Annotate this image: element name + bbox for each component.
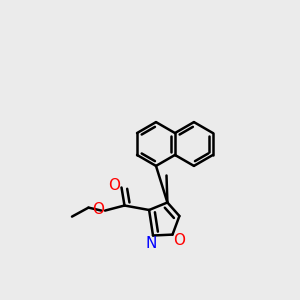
Text: O: O <box>173 233 185 248</box>
Text: O: O <box>108 178 120 194</box>
Text: N: N <box>146 236 157 250</box>
Text: O: O <box>92 202 104 217</box>
